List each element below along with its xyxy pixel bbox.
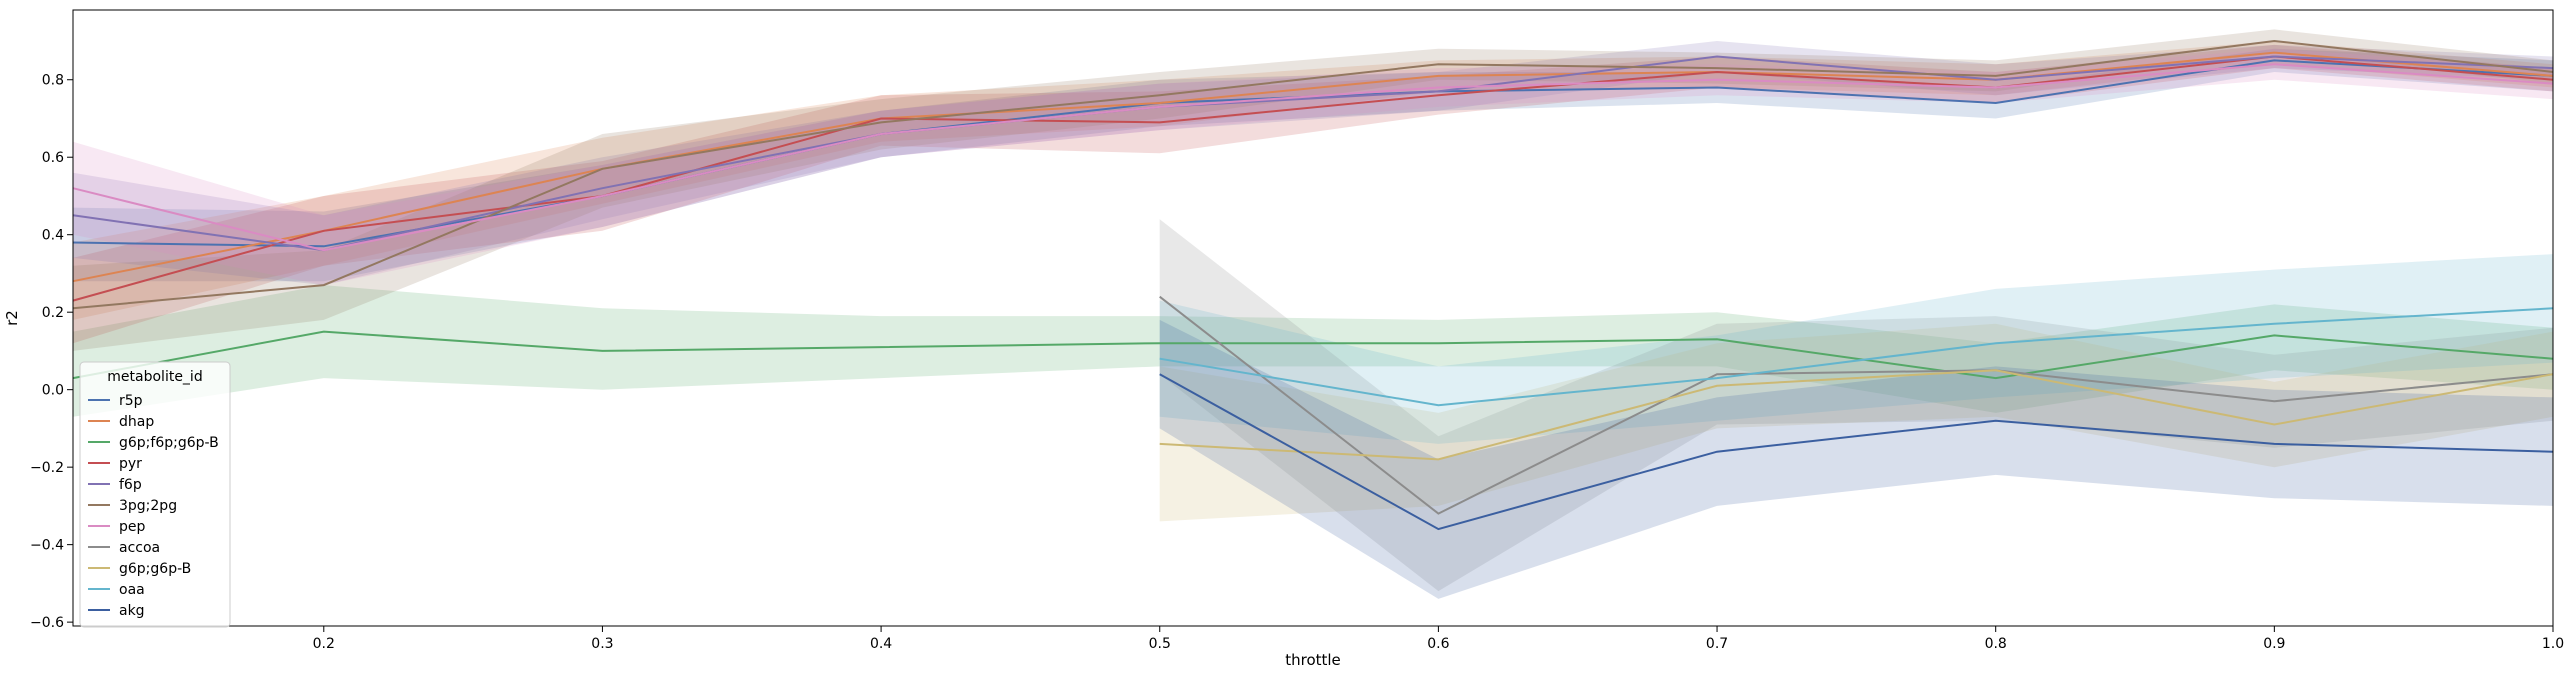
band-9 [1159,254,2553,444]
x-tick-label: 1.0 [2542,636,2564,652]
legend-label-0: r5p [119,393,143,409]
series-line-10 [1159,373,2554,531]
x-axis-ticks: 0.2 0.3 0.4 0.5 0.6 0.7 0.8 0.9 1.0 [313,626,2564,652]
legend-label-7: accoa [119,540,160,556]
series-line-6 [72,63,2554,252]
legend-label-6: pep [119,519,146,535]
y-tick-label: −0.2 [30,460,64,476]
x-tick-label: 0.2 [313,636,335,652]
y-tick-label: −0.4 [30,538,64,554]
y-tick-label: 0.6 [42,150,64,166]
series-lines [72,39,2554,531]
band-10 [1159,319,2553,599]
y-axis-label: r2 [3,310,21,326]
series-line-3 [72,55,2554,302]
y-tick-label: 0.4 [42,228,64,244]
x-tick-label: 0.5 [1149,636,1171,652]
x-tick-label: 0.9 [2263,636,2285,652]
legend-label-4: f6p [119,477,142,493]
legend-title: metabolite_id [107,369,202,385]
legend-label-10: akg [119,603,145,619]
legend-label-3: pyr [119,456,142,472]
y-tick-label: 0.8 [42,73,64,89]
series-line-4 [72,55,2554,252]
y-tick-label: 0.0 [42,383,64,399]
band-2 [73,285,2553,417]
series-line-1 [72,51,2554,283]
x-tick-label: 0.6 [1427,636,1449,652]
y-axis-ticks: −0.6 −0.4 −0.2 0.0 0.2 0.4 0.6 0.8 [30,73,73,631]
x-tick-label: 0.7 [1706,636,1728,652]
x-tick-label: 0.4 [870,636,892,652]
band-5 [73,29,2553,351]
series-line-5 [72,39,2554,310]
band-7 [1159,219,2553,592]
legend-label-5: 3pg;2pg [119,498,177,514]
plot-frame [72,9,2554,627]
legend-label-9: oaa [119,582,145,598]
band-6 [73,48,2553,286]
legend-label-2: g6p;f6p;g6p-B [119,435,219,451]
series-line-8 [1159,369,2554,461]
band-0 [73,48,2553,282]
band-8 [1159,323,2553,522]
x-tick-label: 0.8 [1985,636,2007,652]
legend: metabolite_id r5p dhap g6p;f6p;g6p-B pyr f6p… [79,361,231,628]
x-tick-label: 0.3 [591,636,613,652]
series-line-7 [1159,295,2554,515]
band-3 [73,44,2553,344]
y-tick-label: −0.6 [30,615,64,631]
legend-items: r5p dhap g6p;f6p;g6p-B pyr f6p 3pg;2pg pep acco… [88,393,219,619]
x-axis-label: throttle [1285,651,1341,669]
confidence-bands [73,29,2553,599]
series-line-2 [72,330,2554,380]
legend-box [79,361,231,628]
y-tick-label: 0.2 [42,305,64,321]
legend-label-1: dhap [119,414,154,430]
series-line-9 [1159,307,2554,407]
legend-label-8: g6p;g6p-B [119,561,191,577]
